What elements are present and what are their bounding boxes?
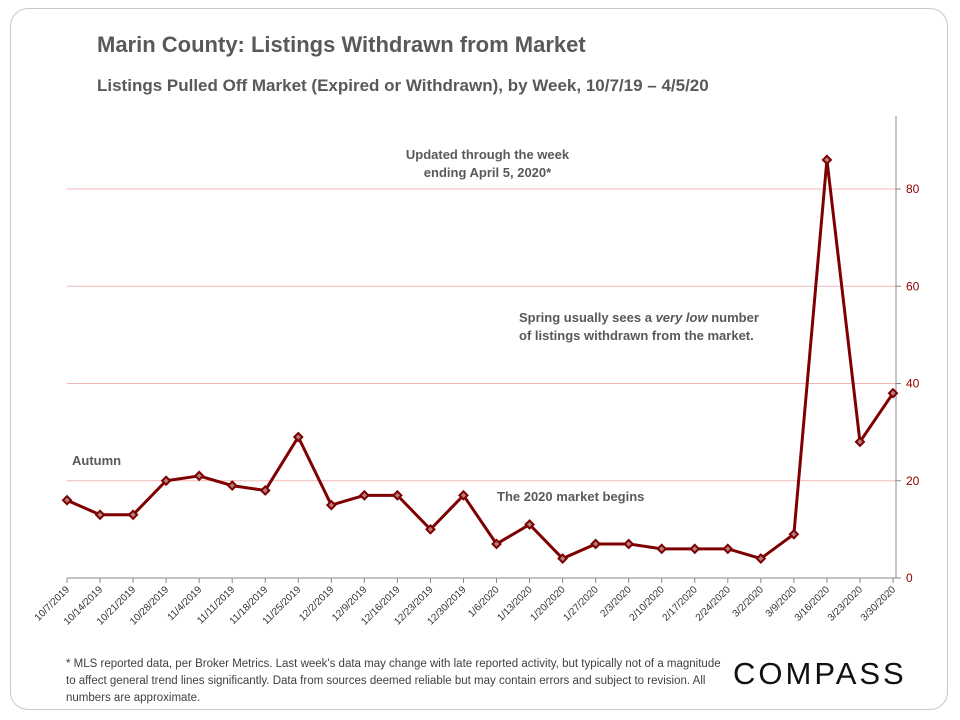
data-point bbox=[61, 494, 73, 506]
data-point bbox=[623, 538, 635, 550]
data-point bbox=[590, 538, 602, 550]
x-tick-label: 3/2/2020 bbox=[731, 584, 767, 620]
data-point bbox=[722, 543, 734, 555]
data-point bbox=[524, 519, 535, 530]
data-point bbox=[325, 499, 337, 511]
y-tick-label: 0 bbox=[906, 571, 913, 585]
x-tick-label: 3/30/2020 bbox=[859, 584, 899, 624]
data-point bbox=[656, 543, 668, 555]
series-line bbox=[66, 159, 895, 561]
data-point bbox=[391, 489, 403, 501]
compass-logo: COMPASS bbox=[733, 656, 907, 691]
x-tick-label: 2/24/2020 bbox=[694, 584, 734, 624]
data-point bbox=[358, 489, 370, 501]
data-point bbox=[160, 475, 172, 487]
market-2020-annotation: The 2020 market begins bbox=[497, 489, 645, 504]
data-point bbox=[557, 553, 569, 564]
spring-text-b: number bbox=[707, 310, 759, 325]
data-point bbox=[788, 528, 800, 540]
data-point bbox=[755, 553, 767, 564]
data-point bbox=[127, 509, 139, 521]
slide-frame bbox=[10, 8, 948, 710]
y-tick-label: 40 bbox=[906, 377, 920, 391]
chart-title: Marin County: Listings Withdrawn from Ma… bbox=[97, 32, 586, 57]
footnote: * MLS reported data, per Broker Metrics.… bbox=[66, 658, 721, 704]
spring-text-a: Spring usually sees a bbox=[519, 310, 656, 325]
x-tick-label: 1/27/2020 bbox=[562, 584, 602, 624]
updated-annotation: Updated through the week ending April 5,… bbox=[380, 146, 595, 182]
data-point bbox=[226, 480, 238, 492]
data-point bbox=[491, 538, 502, 550]
spring-line-1: Spring usually sees a very low number bbox=[519, 309, 759, 327]
autumn-annotation: Autumn bbox=[72, 453, 122, 468]
data-point bbox=[854, 436, 866, 448]
data-point bbox=[887, 387, 899, 399]
data-point bbox=[292, 431, 304, 443]
data-point bbox=[94, 509, 106, 521]
data-point bbox=[193, 470, 205, 482]
spring-emphasis: very low bbox=[655, 310, 708, 325]
data-point bbox=[259, 485, 271, 496]
updated-line-2: ending April 5, 2020* bbox=[423, 165, 552, 180]
data-point bbox=[689, 543, 701, 555]
data-point bbox=[425, 523, 436, 535]
data-point bbox=[458, 489, 469, 501]
y-tick-label: 60 bbox=[906, 279, 920, 293]
spring-line-2: of listings withdrawn from the market. bbox=[519, 328, 754, 343]
y-tick-label: 80 bbox=[906, 182, 920, 196]
y-tick-label: 20 bbox=[906, 474, 920, 488]
updated-line-1: Updated through the week bbox=[405, 147, 570, 162]
chart-subtitle: Listings Pulled Off Market (Expired or W… bbox=[97, 76, 709, 95]
spring-annotation: Spring usually sees a very low number of… bbox=[519, 309, 759, 345]
data-point bbox=[821, 154, 833, 166]
